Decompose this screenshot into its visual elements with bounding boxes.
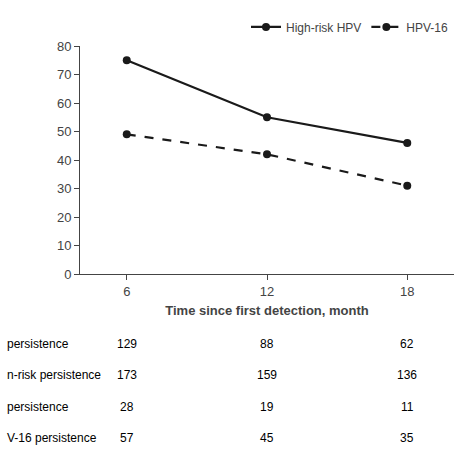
svg-text:173: 173 bbox=[117, 368, 137, 382]
svg-text:40: 40 bbox=[57, 153, 71, 168]
svg-text:20: 20 bbox=[57, 210, 71, 225]
svg-text:19: 19 bbox=[260, 400, 274, 414]
svg-text:V-16 persistence: V-16 persistence bbox=[7, 431, 97, 445]
svg-text:136: 136 bbox=[397, 368, 417, 382]
svg-text:0: 0 bbox=[64, 267, 71, 282]
svg-text:n-risk persistence: n-risk persistence bbox=[7, 368, 101, 382]
svg-text:57: 57 bbox=[120, 431, 134, 445]
svg-text:35: 35 bbox=[400, 431, 414, 445]
svg-text:88: 88 bbox=[260, 337, 274, 351]
svg-text:129: 129 bbox=[117, 337, 137, 351]
svg-text:HPV-16: HPV-16 bbox=[406, 21, 448, 35]
svg-text:High-risk HPV: High-risk HPV bbox=[286, 21, 361, 35]
svg-text:45: 45 bbox=[260, 431, 274, 445]
svg-text:60: 60 bbox=[57, 96, 71, 111]
svg-text:62: 62 bbox=[400, 337, 414, 351]
svg-text:6: 6 bbox=[123, 284, 130, 299]
svg-text:30: 30 bbox=[57, 181, 71, 196]
svg-text:80: 80 bbox=[57, 39, 71, 54]
svg-text:50: 50 bbox=[57, 124, 71, 139]
svg-text:11: 11 bbox=[401, 400, 414, 414]
svg-text:persistence: persistence bbox=[7, 400, 69, 414]
svg-text:10: 10 bbox=[57, 238, 71, 253]
svg-text:12: 12 bbox=[260, 284, 274, 299]
svg-text:Time since first detection, mo: Time since first detection, month bbox=[165, 303, 369, 318]
svg-text:159: 159 bbox=[257, 368, 277, 382]
svg-text:18: 18 bbox=[400, 284, 414, 299]
svg-text:70: 70 bbox=[57, 67, 71, 82]
svg-text:persistence: persistence bbox=[7, 337, 69, 351]
svg-text:28: 28 bbox=[120, 400, 134, 414]
